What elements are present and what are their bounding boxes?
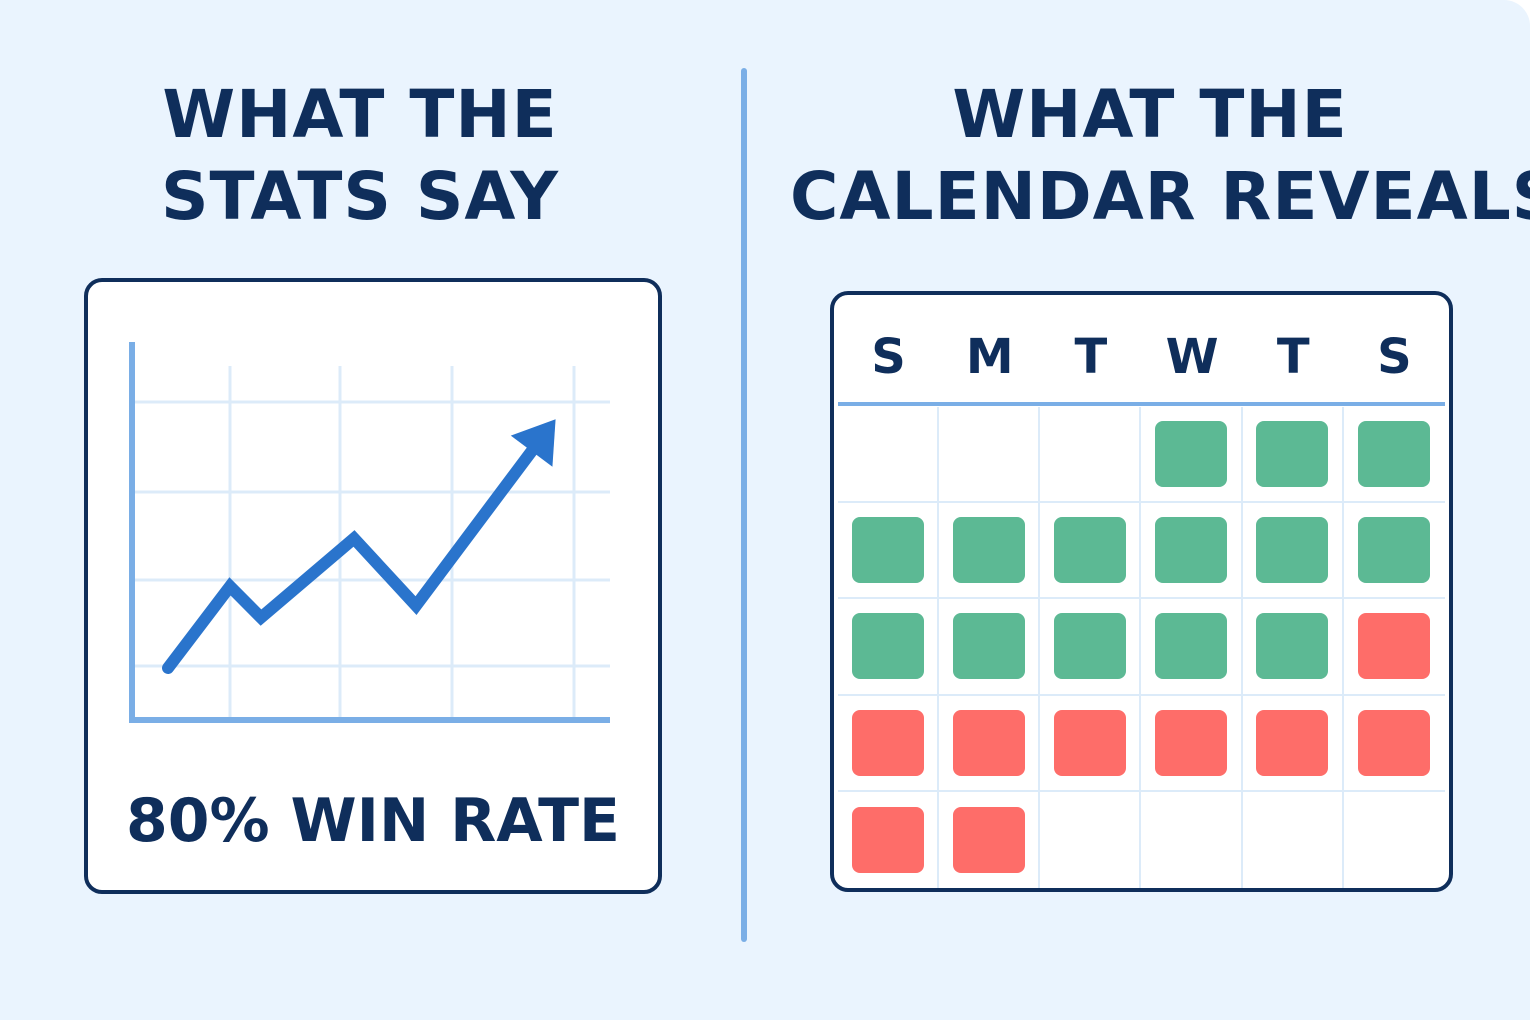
- loss-day-block: [851, 806, 924, 873]
- loss-day-block: [952, 709, 1025, 776]
- win-day-block: [851, 517, 924, 584]
- calendar-day-cell: [838, 503, 940, 600]
- calendar-day-cell: [1242, 695, 1344, 792]
- loss-day-block: [1155, 709, 1228, 776]
- calendar-day-cell: [939, 503, 1041, 600]
- calendar-day-cell: [1343, 599, 1445, 696]
- trend-arrow-head: [510, 419, 556, 467]
- calendar-day-cell: [1141, 791, 1243, 888]
- win-day-block: [1053, 613, 1126, 680]
- calendar-day-cell: [939, 791, 1041, 888]
- calendar-day-cell: [1344, 792, 1445, 888]
- calendar-day-cell: [1242, 599, 1344, 696]
- calendar-day-cell: [1040, 503, 1142, 600]
- line-chart: [129, 342, 610, 723]
- calendar-heading-line-1: WHAT THE: [952, 76, 1348, 153]
- weekday-label: T: [1276, 329, 1310, 385]
- calendar-heading-line-2: CALENDAR REVEALS: [790, 158, 1530, 235]
- calendar-day-cell: [1040, 407, 1142, 504]
- stats-heading: WHAT THE STATS SAY: [90, 74, 630, 238]
- weekday-label: S: [871, 329, 906, 385]
- loss-day-block: [1358, 613, 1431, 680]
- weekday-label: S: [1377, 329, 1412, 385]
- calendar-day-cell: [939, 599, 1041, 696]
- calendar-day-cell: [939, 695, 1041, 792]
- win-day-block: [952, 517, 1025, 584]
- calendar-day-cell: [1141, 407, 1243, 504]
- win-day-block: [1155, 421, 1228, 488]
- calendar-day-cell: [1141, 695, 1243, 792]
- calendar-day-cell: [1243, 791, 1344, 888]
- win-day-block: [1358, 421, 1431, 488]
- calendar-header-rule: [838, 402, 1445, 406]
- calendar-day-cell: [838, 791, 940, 888]
- win-day-block: [1256, 421, 1329, 488]
- calendar-day-cell: [1343, 696, 1445, 792]
- calendar-day-cell: [1343, 503, 1445, 600]
- trend-line: [162, 434, 546, 674]
- win-day-block: [1358, 517, 1431, 584]
- weekday-label: W: [1165, 329, 1219, 385]
- win-day-block: [1155, 613, 1228, 680]
- calendar-day-cell: [1242, 407, 1344, 504]
- calendar-day-cell: [939, 407, 1041, 504]
- win-day-block: [851, 613, 924, 680]
- stats-heading-line-1: WHAT THE: [162, 76, 558, 153]
- center-divider: [741, 68, 747, 942]
- calendar-day-cell: [1040, 791, 1142, 888]
- calendar-day-cell: [1141, 599, 1243, 696]
- win-day-block: [952, 613, 1025, 680]
- weekday-label: M: [965, 329, 1014, 385]
- calendar-day-cell: [1040, 695, 1142, 792]
- calendar-day-cell: [1040, 599, 1142, 696]
- stats-heading-line-2: STATS SAY: [160, 158, 559, 235]
- calendar-grid: [838, 407, 1445, 888]
- win-day-block: [1256, 613, 1329, 680]
- calendar-day-cell: [1242, 503, 1344, 600]
- calendar-day-cell: [838, 407, 940, 504]
- loss-day-block: [1358, 709, 1431, 776]
- calendar-day-cell: [1141, 503, 1243, 600]
- win-day-block: [1053, 517, 1126, 584]
- loss-day-block: [952, 806, 1025, 873]
- loss-day-block: [1053, 709, 1126, 776]
- weekday-label: T: [1074, 329, 1108, 385]
- win-day-block: [1155, 517, 1228, 584]
- win-rate-caption: 80% WIN RATE: [125, 786, 620, 856]
- calendar-day-cell: [838, 599, 940, 696]
- calendar-day-cell: [838, 695, 940, 792]
- loss-day-block: [851, 709, 924, 776]
- stats-panel: 80% WIN RATE: [84, 278, 662, 894]
- win-day-block: [1256, 517, 1329, 584]
- calendar-heading: WHAT THE CALENDAR REVEALS: [790, 74, 1530, 238]
- calendar-day-cell: [1343, 407, 1445, 504]
- loss-day-block: [1256, 709, 1329, 776]
